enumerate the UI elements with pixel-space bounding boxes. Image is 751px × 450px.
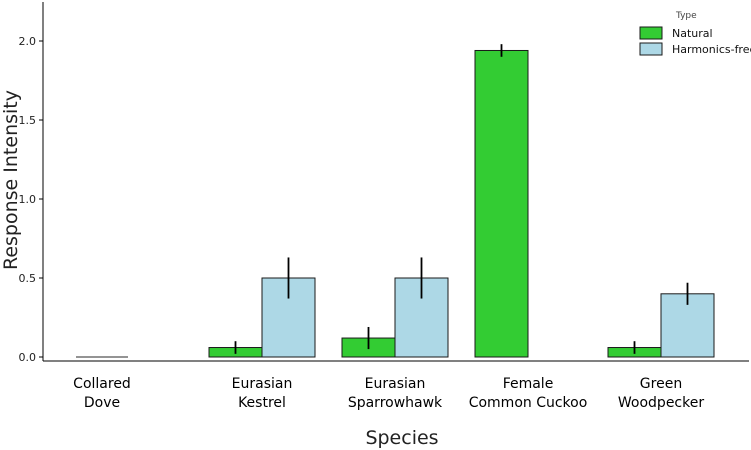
y-tick-label: 0.5 bbox=[19, 272, 37, 285]
y-axis-title: Response Intensity bbox=[0, 90, 22, 270]
legend-label: Harmonics-free bbox=[672, 43, 751, 56]
bar-natural-3 bbox=[474, 49, 529, 358]
x-axis-title: Species bbox=[365, 427, 438, 449]
y-tick-label: 1.5 bbox=[19, 114, 37, 127]
y-tick-label: 0.0 bbox=[19, 351, 37, 364]
legend: Type Natural Harmonics-free bbox=[639, 11, 751, 56]
legend-swatch bbox=[639, 26, 663, 40]
x-category-label: Eurasian Sparrowhawk bbox=[348, 376, 443, 411]
x-category-label: Green Woodpecker bbox=[618, 376, 704, 411]
x-category-label: Female Common Cuckoo bbox=[469, 376, 588, 411]
legend-swatch bbox=[639, 42, 663, 56]
legend-label: Natural bbox=[672, 27, 713, 40]
bar-harmonics-free-4 bbox=[660, 293, 715, 358]
legend-title: Type bbox=[675, 11, 697, 21]
y-tick-label: 2.0 bbox=[19, 35, 37, 48]
x-category-label: Eurasian Kestrel bbox=[232, 376, 293, 411]
y-tick-label: 1.0 bbox=[19, 193, 37, 206]
x-category-label: Collared Dove bbox=[73, 376, 131, 411]
